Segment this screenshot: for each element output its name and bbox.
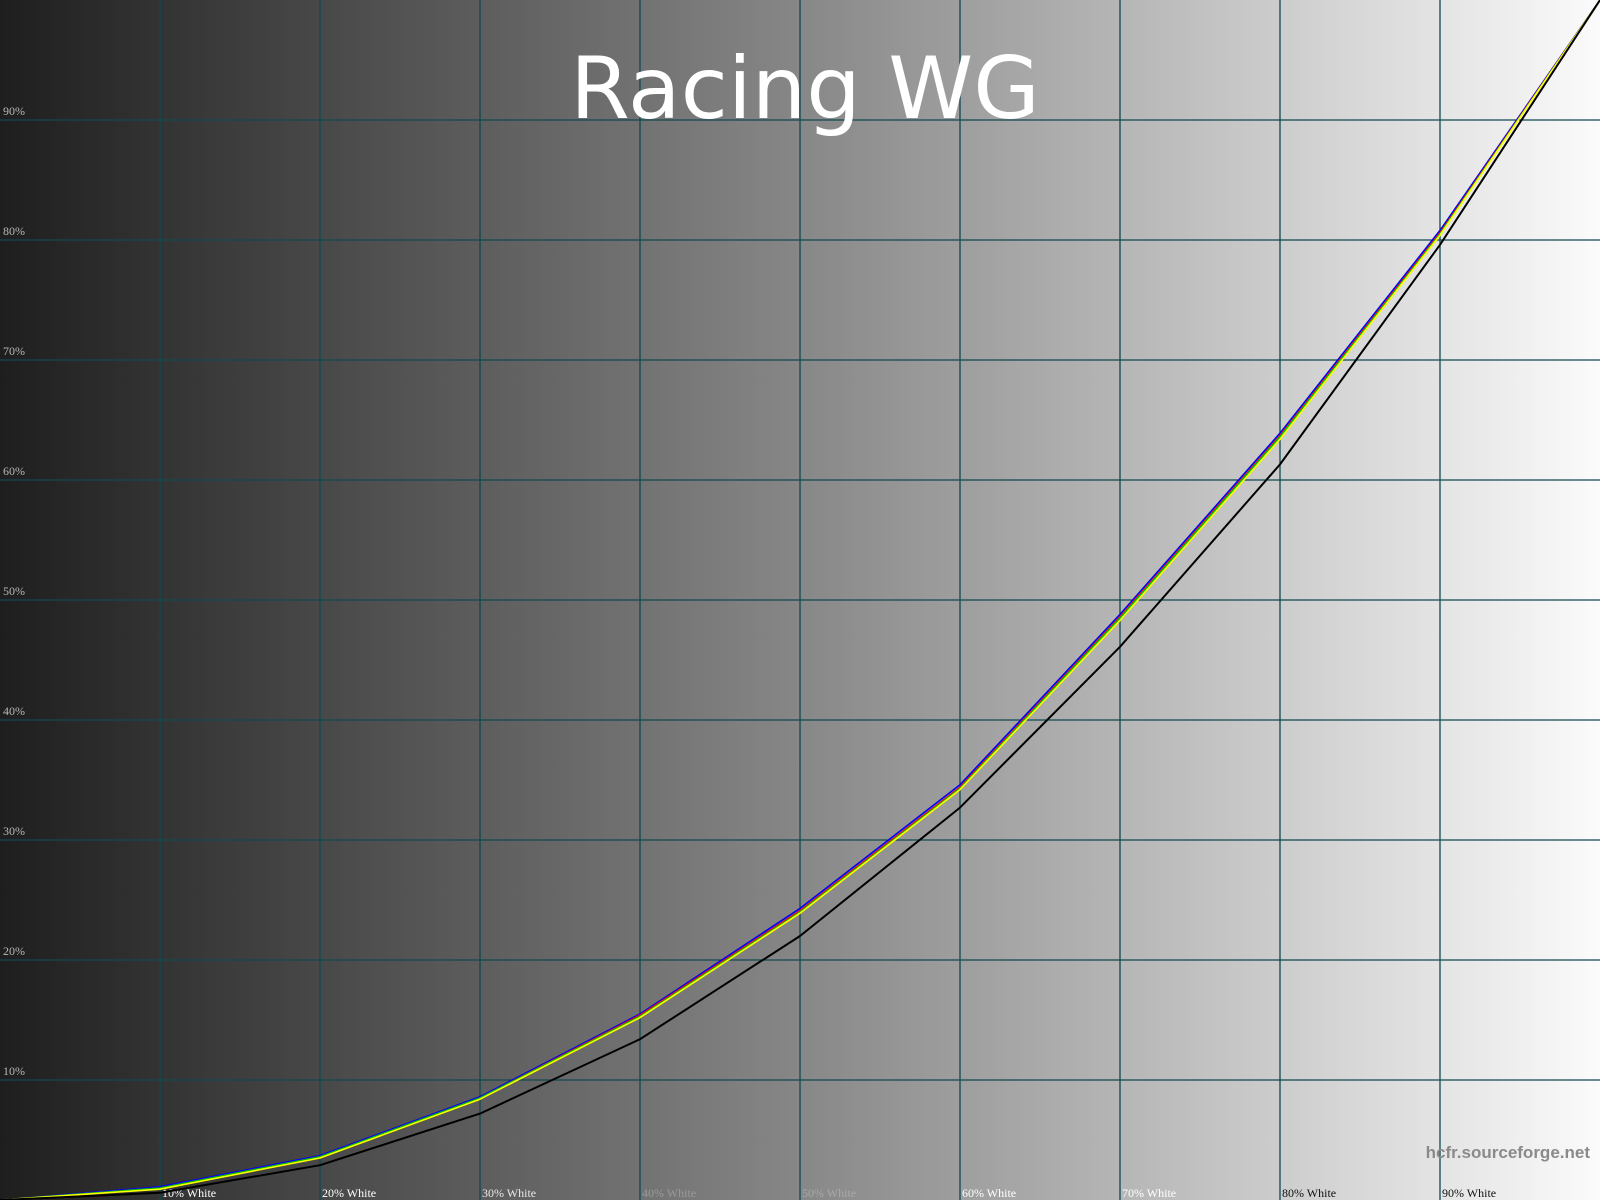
x-tick-label: 50% White [802,1186,856,1200]
x-tick-label: 90% White [1442,1186,1496,1200]
y-axis: 10% 20% 30% 40% 50% 60% 70% 80% 90% [3,104,25,1078]
y-tick-label: 80% [3,224,25,238]
x-axis: 10% White 20% White 30% White 40% White 50% … [162,1186,1496,1200]
watermark: hcfr.sourceforge.net [1426,1143,1591,1162]
y-tick-label: 70% [3,344,25,358]
x-tick-label: 40% White [642,1186,696,1200]
y-tick-label: 20% [3,944,25,958]
y-tick-label: 10% [3,1064,25,1078]
y-tick-label: 60% [3,464,25,478]
y-tick-label: 50% [3,584,25,598]
x-tick-label: 70% White [1122,1186,1176,1200]
y-tick-label: 30% [3,824,25,838]
x-tick-label: 30% White [482,1186,536,1200]
x-tick-label: 80% White [1282,1186,1336,1200]
y-tick-label: 90% [3,104,25,118]
chart-title: Racing WG [570,39,1040,139]
x-tick-label: 20% White [322,1186,376,1200]
y-tick-label: 40% [3,704,25,718]
x-tick-label: 60% White [962,1186,1016,1200]
